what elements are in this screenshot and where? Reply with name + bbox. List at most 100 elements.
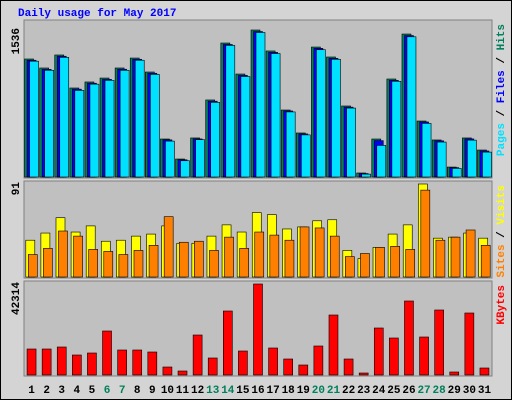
legend-entry: KBytes xyxy=(496,285,508,325)
bar xyxy=(254,231,265,278)
x-tick-label: 10 xyxy=(161,385,174,397)
bar xyxy=(192,334,203,376)
bar xyxy=(436,141,447,178)
legend: Pages / Files / Hits xyxy=(496,24,508,156)
bar xyxy=(299,226,310,278)
legend-separator: / xyxy=(496,103,508,123)
x-tick-label: 31 xyxy=(478,385,492,397)
bar xyxy=(180,160,190,178)
bar xyxy=(465,229,476,278)
bar xyxy=(405,249,416,278)
bar xyxy=(209,250,219,278)
y-tick-label: 91 xyxy=(11,182,23,196)
legend-entry: Visits xyxy=(496,185,508,225)
x-tick-label: 26 xyxy=(402,385,415,397)
bar xyxy=(316,49,326,178)
bar xyxy=(253,283,263,376)
x-tick-label: 12 xyxy=(191,385,204,397)
x-tick-label: 17 xyxy=(266,385,279,397)
bar xyxy=(73,235,83,278)
bar xyxy=(391,80,402,178)
y-tick-label: 42314 xyxy=(11,282,23,315)
chart-title: Daily usage for May 2017 xyxy=(18,8,176,20)
bar xyxy=(376,145,387,178)
x-tick-label: 19 xyxy=(297,385,310,397)
bar xyxy=(240,76,251,178)
bar xyxy=(104,80,115,178)
bar xyxy=(389,337,399,376)
bar xyxy=(480,245,491,278)
x-tick-label: 11 xyxy=(176,385,190,397)
x-tick-label: 15 xyxy=(236,385,250,397)
bar xyxy=(117,349,127,376)
bar xyxy=(450,236,461,278)
bar xyxy=(345,256,355,278)
x-tick-label: 28 xyxy=(433,385,447,397)
x-tick-label: 4 xyxy=(74,385,81,397)
bar xyxy=(255,32,266,178)
legend-entry: Hits xyxy=(496,24,508,50)
x-tick-label: 25 xyxy=(387,385,401,397)
bar xyxy=(163,216,174,278)
y-tick-label: 1536 xyxy=(11,28,23,54)
x-tick-label: 5 xyxy=(89,385,96,397)
bar xyxy=(421,123,432,178)
x-tick-label: 13 xyxy=(206,385,220,397)
bar xyxy=(238,350,248,376)
bar xyxy=(361,173,371,178)
legend-entry: Files xyxy=(496,70,508,103)
bar xyxy=(467,139,477,178)
bar xyxy=(87,352,97,376)
bar xyxy=(147,351,158,376)
bar xyxy=(419,336,429,376)
bar xyxy=(268,347,278,376)
bar xyxy=(283,358,293,376)
bar xyxy=(479,367,490,376)
bar xyxy=(162,366,173,376)
x-tick-label: 20 xyxy=(312,385,325,397)
x-tick-label: 2 xyxy=(43,385,50,397)
bar xyxy=(346,107,356,178)
bar xyxy=(329,235,340,278)
x-tick-label: 27 xyxy=(417,385,430,397)
bar xyxy=(360,253,370,278)
x-tick-label: 23 xyxy=(357,385,371,397)
x-tick-label: 6 xyxy=(104,385,111,397)
bar xyxy=(194,240,204,278)
x-tick-label: 8 xyxy=(134,385,141,397)
legend: Sites / Visits xyxy=(496,185,508,277)
bar xyxy=(27,254,38,278)
bar xyxy=(195,139,205,178)
bar xyxy=(331,58,341,178)
x-tick-label: 24 xyxy=(372,385,386,397)
bar xyxy=(239,248,249,278)
bar xyxy=(313,345,324,376)
bar xyxy=(300,134,311,178)
bar xyxy=(178,241,189,278)
bar xyxy=(56,346,67,376)
bar xyxy=(270,53,281,178)
bar xyxy=(210,102,221,178)
bar xyxy=(177,370,188,376)
legend-separator: / xyxy=(496,50,508,70)
bar xyxy=(482,151,492,178)
x-tick-label: 16 xyxy=(251,385,264,397)
bar xyxy=(223,310,233,376)
bar xyxy=(207,357,218,376)
bar xyxy=(59,57,70,178)
bar xyxy=(314,227,325,278)
bar xyxy=(26,348,37,376)
x-tick-label: 18 xyxy=(282,385,296,397)
bar xyxy=(72,354,82,376)
bar xyxy=(269,234,280,278)
x-tick-label: 29 xyxy=(448,385,461,397)
x-tick-label: 22 xyxy=(342,385,355,397)
bar xyxy=(119,69,130,178)
bar xyxy=(29,60,39,178)
bar xyxy=(420,189,431,278)
bar xyxy=(44,69,54,178)
bar xyxy=(284,239,295,278)
bar xyxy=(464,312,475,376)
bar xyxy=(343,358,354,376)
